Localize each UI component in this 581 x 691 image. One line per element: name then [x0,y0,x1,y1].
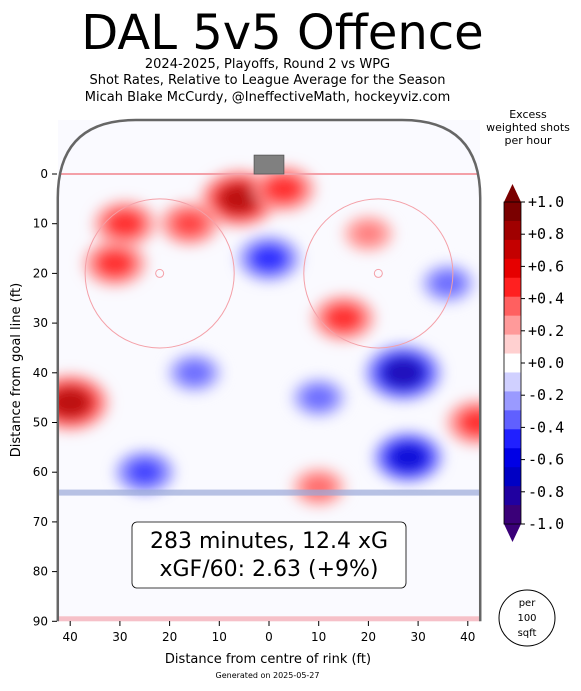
colorbar-swatch-10 [504,391,521,411]
summary-line-1: 283 minutes, 12.4 xG [150,529,388,554]
colorbar-swatch-13 [504,448,521,468]
colorbar-tick-label-2: +0.6 [528,257,564,275]
heat-blob-14-ring-4 [434,273,462,294]
heat-blob-4-ring-4 [269,177,299,200]
blue-line [57,489,481,496]
heatmap-layer [57,164,481,509]
heat-blob-10-ring-4 [384,359,422,387]
axes-group: 0 10 20 30 40 50 60 70 80 90 40 30 20 10 0 10 20 30 40 Dist… [9,167,475,667]
heat-blob-16-ring-4 [305,387,332,408]
x-tick-label-4: 0 [265,630,273,644]
x-tick-label-8: 40 [460,630,475,644]
colorbar-swatch-11 [504,410,521,430]
colorbar-tick-label-9: -0.8 [528,483,564,501]
y-tick-label-4: 40 [33,366,48,380]
colorbar-tick-label-8: -0.6 [528,451,564,469]
unit-badge-line-1: per [519,598,537,609]
heat-blob-1-ring-4 [109,212,140,235]
colorbar-tick-label-5: +0.0 [528,354,564,372]
colorbar-tick-label-1: +0.8 [528,225,564,243]
x-tick-label-3: 10 [212,630,227,644]
colorbar-swatch-8 [504,353,521,373]
colorbar-top-arrow [504,184,521,202]
y-tick-label-0: 0 [40,167,48,181]
heat-blob-9-ring-4 [355,224,381,243]
colorbar-title-line-3: per hour [504,134,552,147]
y-tick-label-1: 10 [33,217,48,231]
heat-blob-12-ring-4 [254,247,284,270]
colorbar-tick-label-3: +0.4 [528,290,564,308]
colorbar-swatch-6 [504,315,521,336]
x-tick-label-6: 20 [361,630,376,644]
heat-blob-13-ring-4 [130,461,159,483]
faceoff-circle-right [303,198,454,349]
colorbar-swatch-14 [504,467,521,487]
colorbar-bottom-arrow [504,524,521,542]
colorbar-swatch-2 [504,239,521,260]
unit-badge-line-3: sqft [518,628,537,639]
colorbar-swatch-12 [504,429,521,449]
heat-blob-0-ring-4 [220,185,258,213]
x-tick-label-2: 20 [162,630,177,644]
chart-title: DAL 5v5 Offence [81,5,484,61]
colorbar-tick-label-7: -0.4 [528,418,564,436]
heat-blob-15-ring-4 [181,363,208,383]
heat-blob-6-ring-4 [328,307,359,330]
summary-line-2: xGF/60: 2.63 (+9%) [159,557,378,582]
y-tick-label-8: 80 [33,565,48,579]
colorbar-swatch-1 [504,220,521,241]
colorbar-group: +1.0 +0.8 +0.6 +0.4 +0.2 +0.0 -0.2 -0.4 -0.6 -0.8… [503,184,564,542]
subtitle-line-1: 2024-2025, Playoffs, Round 2 vs WPG [144,57,391,72]
colorbar-swatch-16 [504,505,521,525]
centre-red-line [57,616,481,622]
y-axis-label: Distance from goal line (ft) [9,283,24,457]
colorbar-swatch-4 [504,277,521,298]
summary-box [131,521,407,589]
colorbar-swatch-3 [504,258,521,279]
y-tick-label-7: 70 [33,515,48,529]
faceoff-dot-right [373,268,383,278]
x-tick-label-0: 40 [63,630,78,644]
colorbar-tick-label-10: -1.0 [528,515,564,533]
x-tick-label-7: 30 [410,630,425,644]
y-tick-label-5: 50 [33,416,48,430]
unit-badge-line-2: 100 [517,613,536,624]
x-axis-label: Distance from centre of rink (ft) [165,652,371,667]
heat-blob-5-ring-4 [57,389,89,417]
heat-blob-11-ring-4 [391,445,425,470]
colorbar-swatch-9 [504,372,521,392]
faceoff-circle-left [84,198,235,349]
rink-outline-group [56,118,482,622]
colorbar-title-line-2: weighted shots [486,121,570,134]
unit-badge [498,589,556,647]
heat-blob-2-ring-4 [100,252,130,275]
heat-blob-3-ring-4 [175,213,204,235]
colorbar-swatch-15 [504,486,521,506]
colorbar-title: Excess weighted shots per hour [478,108,578,147]
colorbar-swatch-5 [504,296,521,317]
colorbar-swatch-7 [504,334,521,355]
y-tick-label-2: 20 [33,266,48,280]
colorbar-tick-label-0: +1.0 [528,193,564,211]
subtitle-line-2: Shot Rates, Relative to League Average f… [89,73,446,88]
heat-blob-7-ring-4 [462,411,481,434]
colorbar-tick-label-6: -0.2 [528,386,564,404]
rink-boards [56,118,482,622]
y-tick-label-9: 90 [33,614,48,628]
y-tick-label-3: 30 [33,316,48,330]
generated-footer: Generated on 2025-05-27 [215,671,320,680]
colorbar-tick-label-4: +0.2 [528,322,564,340]
subtitle-line-3: Micah Blake McCurdy, @IneffectiveMath, h… [84,90,451,105]
goal-net [253,154,285,175]
colorbar-title-line-1: Excess [509,108,547,121]
x-tick-label-5: 10 [311,630,326,644]
x-tick-label-1: 30 [112,630,127,644]
y-tick-label-6: 60 [33,465,48,479]
faceoff-dot-left [155,268,165,278]
colorbar-swatch-0 [504,202,521,222]
